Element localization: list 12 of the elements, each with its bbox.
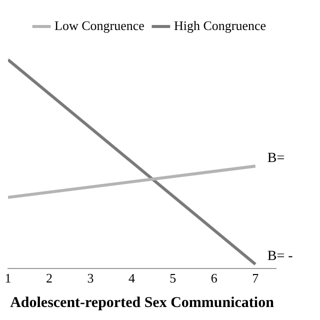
- annotation: B=: [267, 150, 285, 166]
- x-tick-label: 3: [87, 270, 94, 286]
- annotation: B= -: [267, 248, 294, 264]
- x-tick-label: 1: [4, 270, 12, 286]
- x-tick-label: 2: [46, 270, 52, 286]
- x-tick-label: 5: [170, 270, 176, 286]
- legend-label: High Congruence: [174, 18, 266, 33]
- x-axis-title: Adolescent-reported Sex Communication: [10, 294, 275, 311]
- x-tick-label: 6: [210, 270, 218, 286]
- x-tick-label: 7: [252, 270, 260, 286]
- x-tick-label: 4: [128, 270, 136, 286]
- legend-label: Low Congruence: [54, 18, 145, 33]
